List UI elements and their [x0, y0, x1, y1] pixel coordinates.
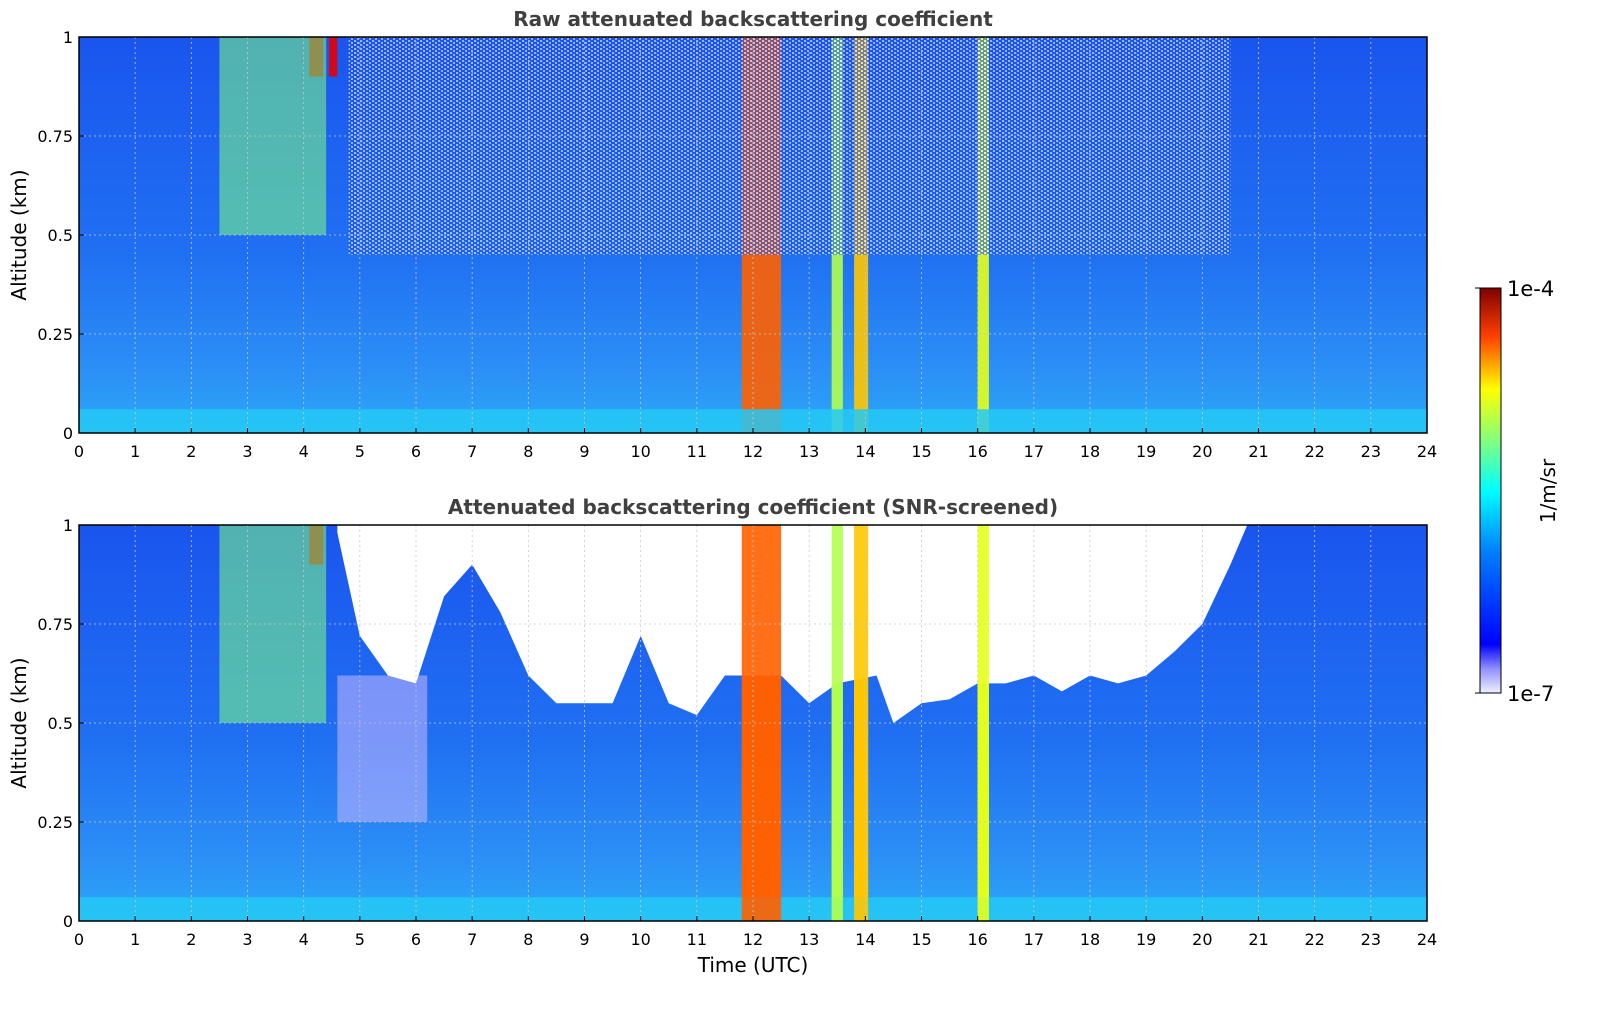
- x-tick-label: 21: [1248, 930, 1268, 949]
- colorbar-unit-label: 1/m/sr: [1536, 458, 1560, 523]
- colorbar-min-label: 1e-7: [1507, 682, 1554, 706]
- x-tick-label: 18: [1080, 442, 1100, 461]
- colorbar: 1e-4 1e-7 1/m/sr: [1475, 277, 1560, 706]
- precipitation-column: [328, 37, 338, 77]
- x-tick-label: 17: [1024, 442, 1044, 461]
- y-tick-label: 0: [63, 424, 73, 443]
- x-tick-label: 0: [74, 442, 84, 461]
- screened-out-region: [337, 525, 1248, 723]
- x-tick-label: 16: [967, 930, 987, 949]
- x-tick-label: 6: [411, 442, 421, 461]
- panel-title: Raw attenuated backscattering coefficien…: [513, 7, 993, 31]
- x-tick-label: 0: [74, 930, 84, 949]
- panel-title: Attenuated backscattering coefficient (S…: [448, 495, 1058, 519]
- x-tick-label: 13: [799, 930, 819, 949]
- y-axis-label: Altitude (km): [7, 657, 31, 788]
- x-tick-label: 14: [855, 442, 875, 461]
- y-tick-label: 1: [63, 28, 73, 47]
- y-tick-label: 0.25: [37, 813, 73, 832]
- x-axis-label: Time (UTC): [697, 953, 809, 977]
- gridlines: [79, 525, 1427, 921]
- x-axis: 0 1 2 3 4 5 6 7 8 9 10 11 12 13 14 15 16 17 18 19 20 21 22 23 24: [74, 428, 1437, 461]
- x-tick-label: 20: [1192, 930, 1212, 949]
- x-tick-label: 1: [130, 930, 140, 949]
- precipitation-column: [977, 525, 989, 921]
- y-tick-label: 1: [63, 516, 73, 535]
- y-tick-label: 0.75: [37, 127, 73, 146]
- x-tick-label: 3: [242, 930, 252, 949]
- x-tick-label: 22: [1304, 930, 1324, 949]
- x-tick-label: 19: [1136, 442, 1156, 461]
- x-tick-label: 11: [687, 930, 707, 949]
- x-tick-label: 7: [467, 442, 477, 461]
- x-tick-label: 11: [687, 442, 707, 461]
- x-tick-label: 1: [130, 442, 140, 461]
- x-tick-label: 24: [1417, 930, 1437, 949]
- x-tick-label: 24: [1417, 442, 1437, 461]
- x-tick-label: 12: [743, 442, 763, 461]
- aerosol-plume: [219, 37, 327, 235]
- x-tick-label: 22: [1304, 442, 1324, 461]
- x-tick-label: 20: [1192, 442, 1212, 461]
- y-tick-label: 0.75: [37, 615, 73, 634]
- y-tick-label: 0.25: [37, 325, 73, 344]
- precipitation-column: [831, 525, 843, 921]
- x-tick-label: 16: [967, 442, 987, 461]
- x-axis: 0 1 2 3 4 5 6 7 8 9 10 11 12 13 14 15 16 17 18 19 20 21 22 23 24: [74, 916, 1437, 949]
- panel-screened: Attenuated backscattering coefficient (S…: [7, 495, 1437, 977]
- y-axis: 0 0.25 0.5 0.75 1: [37, 516, 84, 931]
- colorbar-gradient: [1479, 287, 1502, 694]
- x-tick-label: 9: [579, 930, 589, 949]
- x-tick-label: 4: [299, 442, 309, 461]
- x-tick-label: 8: [523, 442, 533, 461]
- x-tick-label: 23: [1361, 442, 1381, 461]
- x-tick-label: 5: [355, 930, 365, 949]
- aerosol-plume: [219, 525, 327, 723]
- x-tick-label: 18: [1080, 930, 1100, 949]
- x-tick-label: 17: [1024, 930, 1044, 949]
- y-axis-label: Altitude (km): [7, 169, 31, 300]
- x-tick-label: 10: [630, 442, 650, 461]
- x-tick-label: 14: [855, 930, 875, 949]
- x-tick-label: 4: [299, 930, 309, 949]
- x-tick-label: 8: [523, 930, 533, 949]
- x-tick-label: 15: [911, 930, 931, 949]
- x-tick-label: 5: [355, 442, 365, 461]
- x-tick-label: 23: [1361, 930, 1381, 949]
- x-tick-label: 2: [186, 442, 196, 461]
- y-axis: 0 0.25 0.5 0.75 1: [37, 28, 84, 443]
- precipitation-column: [854, 525, 869, 921]
- colorbar-max-label: 1e-4: [1507, 277, 1554, 301]
- y-tick-label: 0.5: [48, 714, 73, 733]
- x-tick-label: 6: [411, 930, 421, 949]
- x-tick-label: 9: [579, 442, 589, 461]
- x-tick-label: 13: [799, 442, 819, 461]
- y-tick-label: 0.5: [48, 226, 73, 245]
- x-tick-label: 15: [911, 442, 931, 461]
- x-tick-label: 7: [467, 930, 477, 949]
- y-tick-label: 0: [63, 912, 73, 931]
- low-signal-patch: [337, 675, 428, 822]
- x-tick-label: 10: [630, 930, 650, 949]
- panel-raw: Raw attenuated backscattering coefficien…: [7, 7, 1437, 461]
- x-tick-label: 21: [1248, 442, 1268, 461]
- x-tick-label: 2: [186, 930, 196, 949]
- x-tick-label: 12: [743, 930, 763, 949]
- gridlines: [79, 37, 1427, 433]
- x-tick-label: 3: [242, 442, 252, 461]
- noise-region: [348, 37, 1231, 255]
- x-tick-label: 19: [1136, 930, 1156, 949]
